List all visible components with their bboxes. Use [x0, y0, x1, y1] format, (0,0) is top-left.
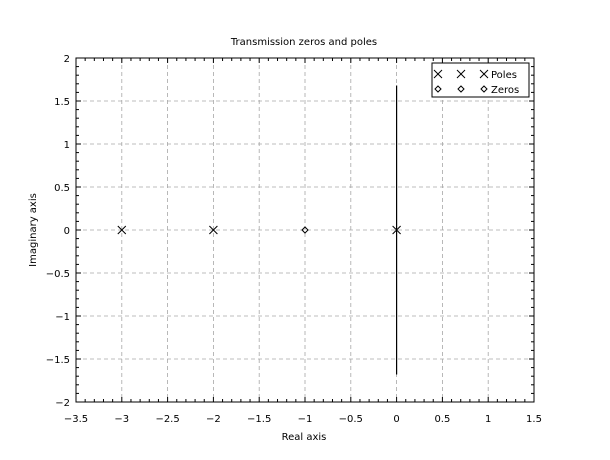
x-tick-label: 1	[485, 414, 491, 425]
x-tick-label: −2	[206, 414, 221, 425]
legend-pole-marker	[433, 69, 443, 79]
x-tick-label: −0.5	[339, 414, 363, 425]
legend-pole-marker	[456, 69, 466, 79]
x-marker-stroke	[209, 225, 218, 235]
legend-label: Poles	[491, 70, 517, 81]
x-axis-label: Real axis	[282, 432, 327, 443]
x-tick-label: 1.5	[526, 414, 542, 425]
y-tick-label: 0	[64, 226, 70, 237]
y-tick-label: 0.5	[54, 183, 70, 194]
y-tick-label: 1.5	[54, 97, 70, 108]
x-tick-label: −1	[298, 414, 313, 425]
axis-ticks	[75, 57, 535, 403]
y-tick-label: −0.5	[46, 269, 70, 280]
y-axis-label: Imaginary axis	[28, 193, 39, 267]
x-tick-label: 0.5	[434, 414, 450, 425]
x-tick-label: −3	[114, 414, 129, 425]
legend-box	[431, 62, 530, 98]
legend-pole-marker	[479, 69, 489, 79]
legend-zero-marker	[480, 85, 488, 93]
axis-tick-labels: −3.5 −3 −2.5 −2 −1.5 −1 −0.5 0 0.5 1 1.5 −2 −1.5 −1 −0…	[46, 54, 542, 425]
data-marks	[117, 85, 401, 375]
y-tick-label: 2	[64, 54, 70, 65]
x-tick-label: 0	[393, 414, 399, 425]
legend-label: Zeros	[491, 85, 519, 96]
pole-marker	[117, 225, 127, 235]
zero-marker	[301, 226, 309, 234]
legend-zero-marker	[457, 85, 465, 93]
chart-title: Transmission zeros and poles	[230, 37, 377, 48]
pole-marker	[392, 225, 401, 235]
y-tick-label: −1.5	[46, 355, 70, 366]
legend-zero-marker	[434, 85, 442, 93]
x-tick-label: −2.5	[155, 414, 179, 425]
grid-lines	[76, 58, 534, 402]
x-marker-stroke	[479, 69, 489, 79]
x-tick-label: −1.5	[247, 414, 271, 425]
y-tick-label: −1	[55, 312, 70, 323]
x-tick-label: −3.5	[64, 414, 88, 425]
legend: Poles Zeros	[431, 62, 530, 98]
pole-marker	[209, 225, 218, 235]
y-tick-label: −2	[55, 398, 70, 409]
x-marker-stroke	[392, 225, 401, 235]
y-tick-label: 1	[64, 140, 70, 151]
x-marker-stroke	[433, 69, 443, 79]
x-marker-stroke	[117, 225, 127, 235]
x-marker-stroke	[456, 69, 466, 79]
